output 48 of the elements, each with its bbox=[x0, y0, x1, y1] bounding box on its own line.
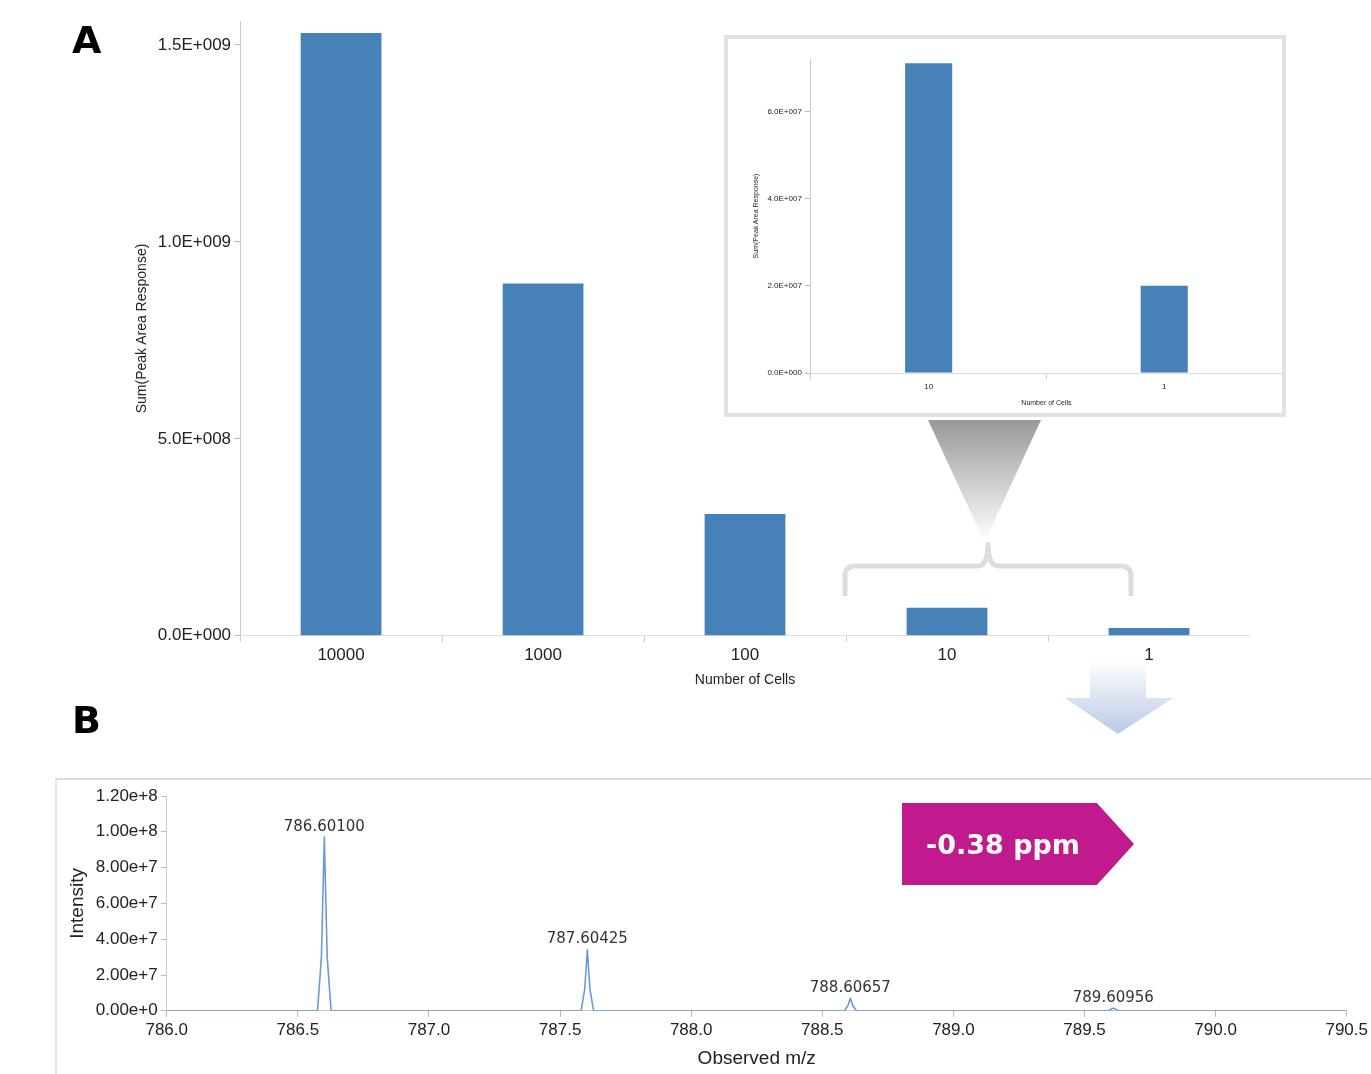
x-tick-label: 10000 bbox=[317, 644, 365, 664]
bar bbox=[502, 283, 584, 636]
annotation: 786.60100 bbox=[283, 816, 365, 835]
x-axis-title: Number of Cells bbox=[694, 671, 796, 688]
annotation: 789.60956 bbox=[1072, 987, 1154, 1006]
x-tick-label: 787.0 bbox=[407, 1019, 451, 1039]
y-tick-label: 1.00e+8 bbox=[95, 821, 158, 841]
x-tick-label: 786.5 bbox=[276, 1019, 320, 1039]
y-axis-title: Sum(Peak Area Response) bbox=[133, 243, 150, 414]
x-axis-title: Observed m/z bbox=[697, 1046, 816, 1068]
x-tick-label: 100 bbox=[730, 644, 760, 664]
y-tick-label: 2.0E+007 bbox=[767, 280, 803, 290]
x-tick-label: 1 bbox=[1161, 382, 1167, 391]
y-tick-label: 0.0E+000 bbox=[157, 625, 232, 645]
x-tick-label: 10 bbox=[924, 382, 934, 391]
y-tick-label: 4.0E+007 bbox=[767, 193, 803, 203]
y-tick-label: 8.00e+7 bbox=[95, 857, 158, 877]
y-tick-label: 6.00e+7 bbox=[95, 893, 158, 913]
x-tick-label: 790.0 bbox=[1194, 1019, 1237, 1039]
x-tick-label: 788.0 bbox=[669, 1019, 713, 1039]
y-tick-label: 5.0E+008 bbox=[157, 428, 232, 448]
bar bbox=[300, 33, 382, 636]
x-tick-label: 1 bbox=[1144, 644, 1154, 664]
x-tick-label: 789.0 bbox=[932, 1019, 975, 1039]
text: B bbox=[72, 698, 101, 742]
y-tick-label: 0.0E+000 bbox=[767, 368, 803, 378]
annotation: 788.60657 bbox=[809, 977, 891, 996]
x-tick-label: 790.5 bbox=[1325, 1019, 1368, 1039]
x-tick-label: 1000 bbox=[524, 644, 562, 664]
y-tick-label: 4.00e+7 bbox=[95, 928, 158, 948]
annotation: -0.38 ppm bbox=[902, 803, 1134, 885]
y-tick-label: 6.0E+007 bbox=[767, 106, 803, 116]
y-tick-label: 0.00e+0 bbox=[95, 1000, 158, 1020]
bar bbox=[906, 607, 988, 636]
bar bbox=[1108, 627, 1190, 636]
x-tick-label: 786.0 bbox=[145, 1019, 188, 1039]
bar bbox=[704, 514, 786, 636]
x-tick-label: 789.5 bbox=[1063, 1019, 1106, 1039]
x-tick-label: 787.5 bbox=[538, 1019, 582, 1039]
y-tick-label: 2.00e+7 bbox=[95, 964, 158, 984]
y-tick-label: 1.0E+009 bbox=[157, 231, 232, 251]
y-tick-label: 1.20e+8 bbox=[95, 785, 158, 805]
y-axis-title: Intensity bbox=[65, 867, 87, 939]
x-tick-label: 10 bbox=[937, 644, 957, 664]
text: A bbox=[72, 18, 102, 62]
x-tick-label: 788.5 bbox=[801, 1019, 844, 1039]
y-tick-label: 1.5E+009 bbox=[157, 34, 232, 54]
annotation: 787.60425 bbox=[546, 929, 628, 948]
